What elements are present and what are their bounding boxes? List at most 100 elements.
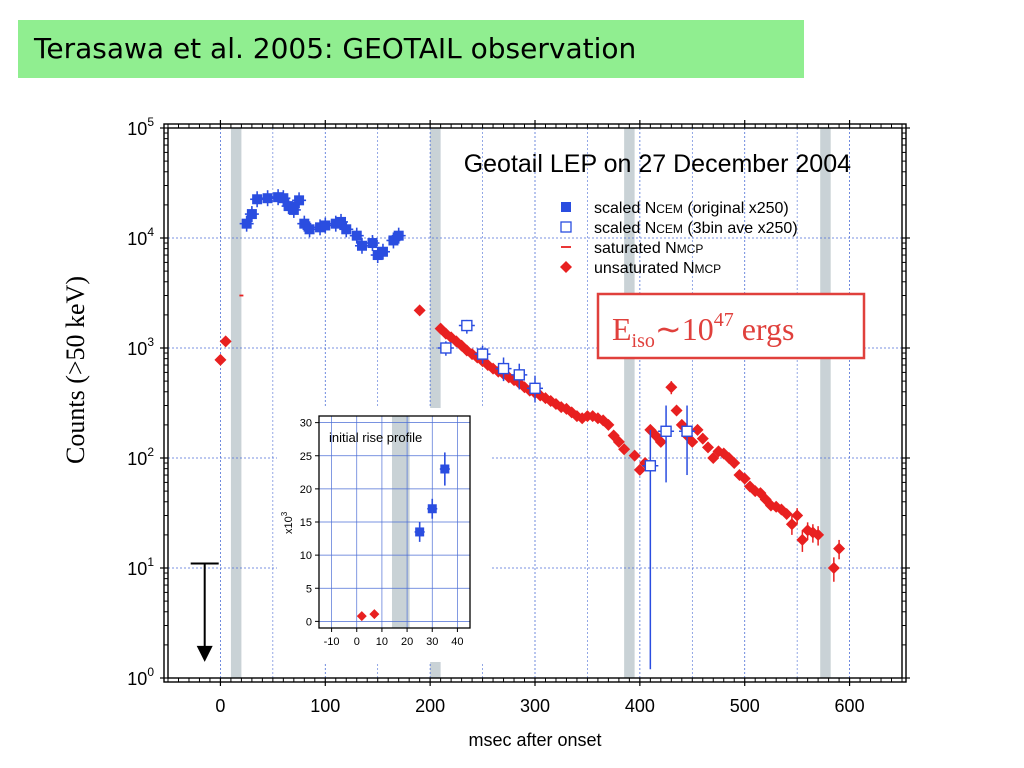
x-axis-label: msec after onset [468, 730, 601, 750]
y-tick-label: 100 [127, 665, 154, 689]
inset-y-tick-label: 10 [300, 550, 312, 562]
data-point-ncem [278, 193, 289, 204]
inset-y-tick-label: 15 [300, 517, 312, 529]
data-point-ncem [294, 195, 305, 206]
legend-entry: scaled NCEM (3bin ave x250) [594, 220, 798, 237]
inset-chart: -10 0 10 20 30 40 0 5 10 15 20 25 30 x103 initial rise… [277, 408, 490, 662]
data-point-ncem-avg [440, 342, 452, 354]
inset-x-tick-label: 0 [354, 636, 360, 648]
data-point-ncem [367, 238, 378, 249]
inset-data-point-nmcp [356, 611, 367, 622]
x-tick-label: 100 [310, 696, 340, 716]
data-point-ncem [283, 201, 294, 212]
shaded-band [230, 128, 242, 678]
inset-y-axis-label: x103 [280, 511, 295, 534]
upper-limit-arrowhead [196, 645, 213, 662]
x-tick-label: 600 [835, 696, 865, 716]
y-tick-label: 104 [127, 225, 154, 249]
data-point-ncem [252, 194, 263, 205]
shaded-band [820, 128, 831, 678]
data-point-ncem [388, 235, 399, 246]
data-point-nmcp [702, 441, 715, 454]
inset-data-point-ncem [440, 464, 450, 474]
data-point-nmcp [812, 528, 825, 541]
data-point-ncem [356, 240, 367, 251]
energy-annotation-box [596, 292, 866, 360]
data-point-nmcp [633, 463, 646, 476]
x-tick-label: 300 [520, 696, 550, 716]
y-tick-label: 101 [127, 555, 154, 579]
energy-annotation: Eiso∼1047 ergs [612, 309, 794, 352]
inset-y-tick-label: 30 [300, 418, 312, 430]
inset-y-tick-label: 5 [306, 583, 312, 595]
data-point-ncem [351, 230, 362, 241]
data-point-nmcp [214, 353, 227, 366]
inset-x-tick-label: 40 [451, 636, 463, 648]
inset-x-tick-label: 30 [426, 636, 438, 648]
inset-y-tick-label: 0 [306, 616, 312, 628]
y-tick-label: 105 [127, 115, 154, 139]
inset-data-point-ncem [427, 504, 437, 514]
shaded-band [430, 128, 441, 678]
inset-x-tick-label: 20 [401, 636, 413, 648]
data-point-ncem [241, 218, 252, 229]
data-point-nmcp [670, 404, 683, 417]
inset-x-tick-label: 10 [376, 636, 388, 648]
inset-y-tick-label: 20 [300, 484, 312, 496]
data-point-ncem-avg [529, 382, 541, 395]
data-point-nmcp [612, 435, 625, 448]
data-point-nmcp [618, 443, 631, 456]
data-point-nmcp [827, 562, 840, 574]
legend-marker-filled-square [561, 202, 571, 212]
data-point-nmcp [696, 432, 709, 445]
legend-marker-open-square [560, 221, 572, 233]
data-point-nmcp [219, 335, 232, 348]
data-point-ncem [288, 204, 299, 215]
legend-entry: saturated NMCP [594, 240, 703, 257]
data-point-ncem-avg [497, 362, 510, 375]
x-tick-label: 500 [730, 696, 760, 716]
data-point-ncem-avg [461, 319, 473, 332]
banner-title: Terasawa et al. 2005: GEOTAIL observatio… [34, 32, 637, 65]
x-tick-label: 400 [625, 696, 655, 716]
y-tick-label: 103 [127, 335, 154, 359]
data-point-ncem [341, 224, 352, 235]
data-point-nmcp [738, 472, 751, 485]
data-point-ncem [393, 230, 404, 241]
data-point-ncem-avg [660, 425, 672, 437]
data-point-ncem [299, 218, 310, 229]
data-point-nmcp [728, 457, 741, 470]
data-point-nmcp [785, 518, 798, 531]
plot-frame-outer [163, 123, 907, 683]
data-point-nmcp [665, 381, 678, 394]
data-point-nmcp [796, 533, 809, 546]
data-point-ncem [246, 209, 257, 220]
data-point-ncem-avg [644, 460, 657, 472]
data-point-ncem [315, 222, 326, 233]
data-point-nmcp [691, 423, 704, 436]
data-point-nmcp [780, 507, 793, 520]
x-tick-label: 0 [215, 696, 225, 716]
inset-data-point-ncem [415, 527, 425, 537]
data-point-nmcp [833, 542, 846, 555]
y-tick-label: 102 [127, 445, 154, 469]
x-tick-label: 200 [415, 696, 445, 716]
data-point-nmcp [791, 509, 804, 522]
legend-marker-diamond [560, 261, 572, 273]
legend-entry: unsaturated NMCP [594, 260, 721, 277]
data-point-ncem [273, 192, 284, 203]
data-point-ncem [262, 193, 273, 204]
data-point-nmcp [654, 435, 667, 448]
inset-title: initial rise profile [329, 430, 422, 445]
title-banner: Terasawa et al. 2005: GEOTAIL observatio… [18, 20, 804, 78]
data-point-nmcp [628, 449, 641, 462]
inset-data-point-nmcp [369, 609, 380, 620]
data-point-ncem-avg [513, 369, 525, 381]
data-point-nmcp [686, 435, 699, 448]
data-point-ncem [377, 246, 388, 257]
data-point-ncem [320, 220, 331, 231]
inset-y-tick-label: 25 [300, 451, 312, 463]
inset-x-tick-label: -10 [324, 636, 340, 648]
shaded-band [624, 128, 635, 678]
